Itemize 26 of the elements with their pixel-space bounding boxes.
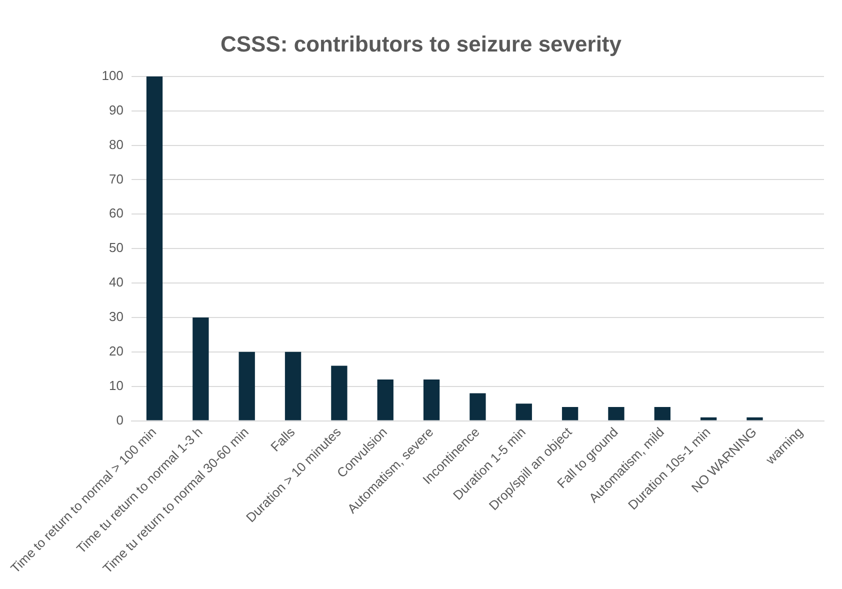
bar	[331, 366, 348, 420]
bar	[238, 352, 255, 420]
bar	[608, 407, 624, 420]
bar	[284, 352, 302, 420]
bar	[423, 379, 440, 420]
bar	[470, 393, 486, 420]
bar	[562, 407, 578, 420]
bar	[192, 317, 209, 420]
bar	[654, 407, 670, 420]
y-tick-label: 90	[108, 102, 124, 118]
y-tick-label: 50	[108, 240, 124, 256]
bar	[700, 417, 717, 420]
y-tick-label: 10	[108, 378, 124, 393]
y-tick-label: 100	[102, 68, 124, 83]
y-tick-label: 30	[108, 309, 124, 324]
y-tick-label: 40	[108, 274, 124, 290]
y-tick-label: 80	[108, 136, 124, 152]
y-tick-label: 0	[116, 412, 124, 428]
chart-title: CSSS: contributors to seizure severity	[220, 31, 622, 56]
bar	[516, 404, 532, 420]
y-tick-label: 70	[108, 171, 124, 186]
bar	[377, 379, 394, 420]
bar	[146, 76, 163, 420]
y-tick-label: 20	[108, 343, 124, 358]
bar	[746, 417, 763, 420]
y-tick-label: 60	[108, 206, 124, 221]
